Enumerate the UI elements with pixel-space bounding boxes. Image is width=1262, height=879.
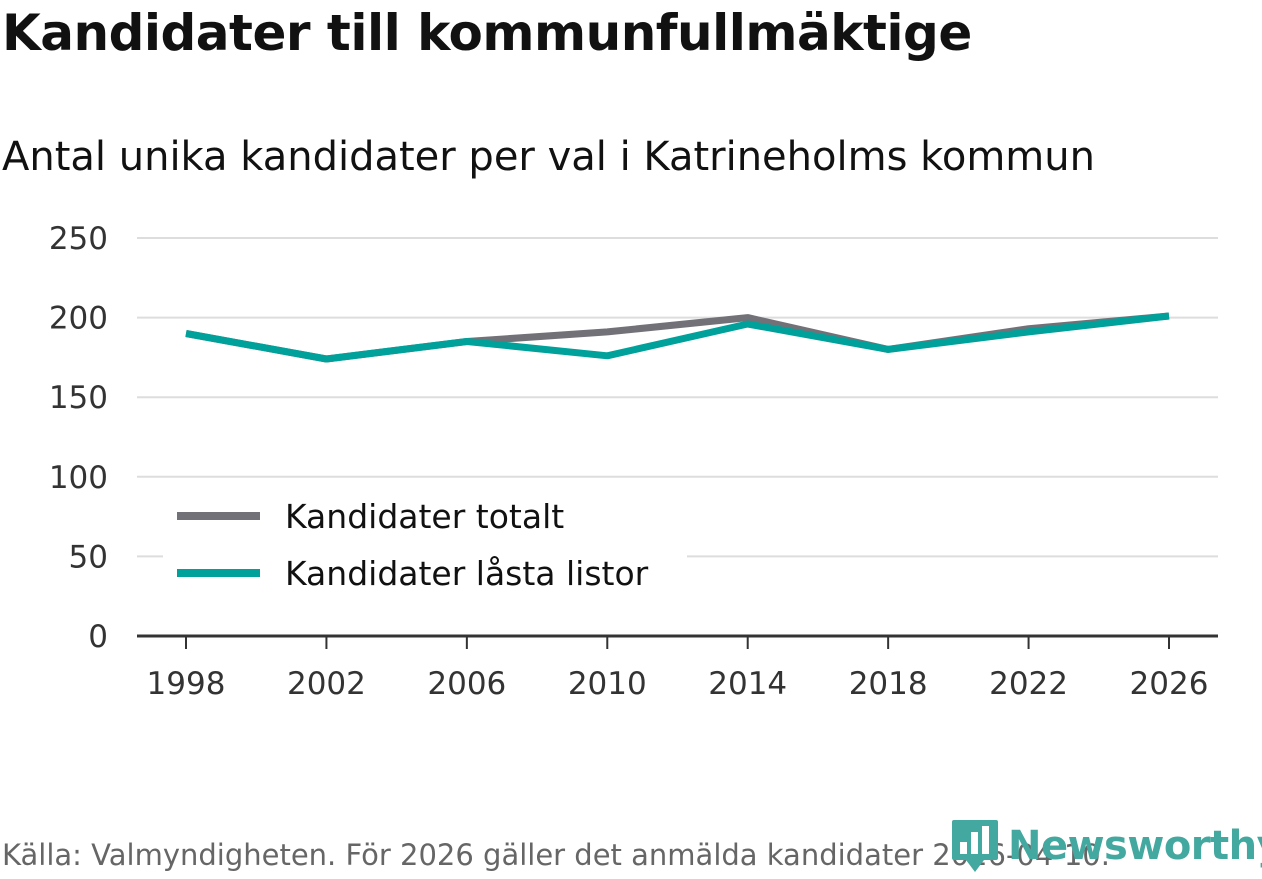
x-tick-label-2010: 2010 — [568, 666, 647, 702]
y-tick-label-250: 250 — [49, 221, 108, 257]
chart-subtitle: Antal unika kandidater per val i Katrine… — [2, 134, 1095, 180]
y-tick-label-50: 50 — [69, 539, 108, 575]
series-line-kandidater-lasta-listor — [185, 312, 1170, 363]
x-tick-label-2002: 2002 — [287, 666, 366, 702]
x-tick-label-2018: 2018 — [849, 666, 928, 702]
x-tick-label-2026: 2026 — [1130, 666, 1209, 702]
y-axis-tick-labels: 0 50 100 150 200 250 — [49, 221, 108, 655]
y-tick-label-200: 200 — [49, 301, 108, 337]
legend: Kandidater totalt Kandidater låsta listor — [163, 492, 687, 602]
newsworthy-bar-chart-icon — [952, 820, 998, 872]
brand-name: Newsworthy — [1008, 823, 1262, 869]
source-note: Källa: Valmyndigheten. För 2026 gäller d… — [2, 838, 1110, 872]
x-tick-label-1998: 1998 — [147, 666, 226, 702]
y-tick-label-100: 100 — [49, 460, 108, 496]
x-tick-label-2014: 2014 — [708, 666, 787, 702]
legend-label-0: Kandidater totalt — [285, 497, 564, 536]
legend-label-1: Kandidater låsta listor — [285, 554, 649, 593]
x-tick-label-2022: 2022 — [989, 666, 1068, 702]
legend-background — [163, 492, 687, 602]
x-tick-label-2006: 2006 — [427, 666, 506, 702]
series-lines — [185, 312, 1170, 363]
chart-title: Kandidater till kommunfullmäktige — [2, 4, 972, 62]
y-tick-label-0: 0 — [88, 619, 108, 655]
newsworthy-logo: Newsworthy — [950, 818, 1262, 874]
x-axis: 1998 2002 2006 2010 2014 2018 2022 2026 — [137, 634, 1218, 702]
y-tick-label-150: 150 — [49, 380, 108, 416]
